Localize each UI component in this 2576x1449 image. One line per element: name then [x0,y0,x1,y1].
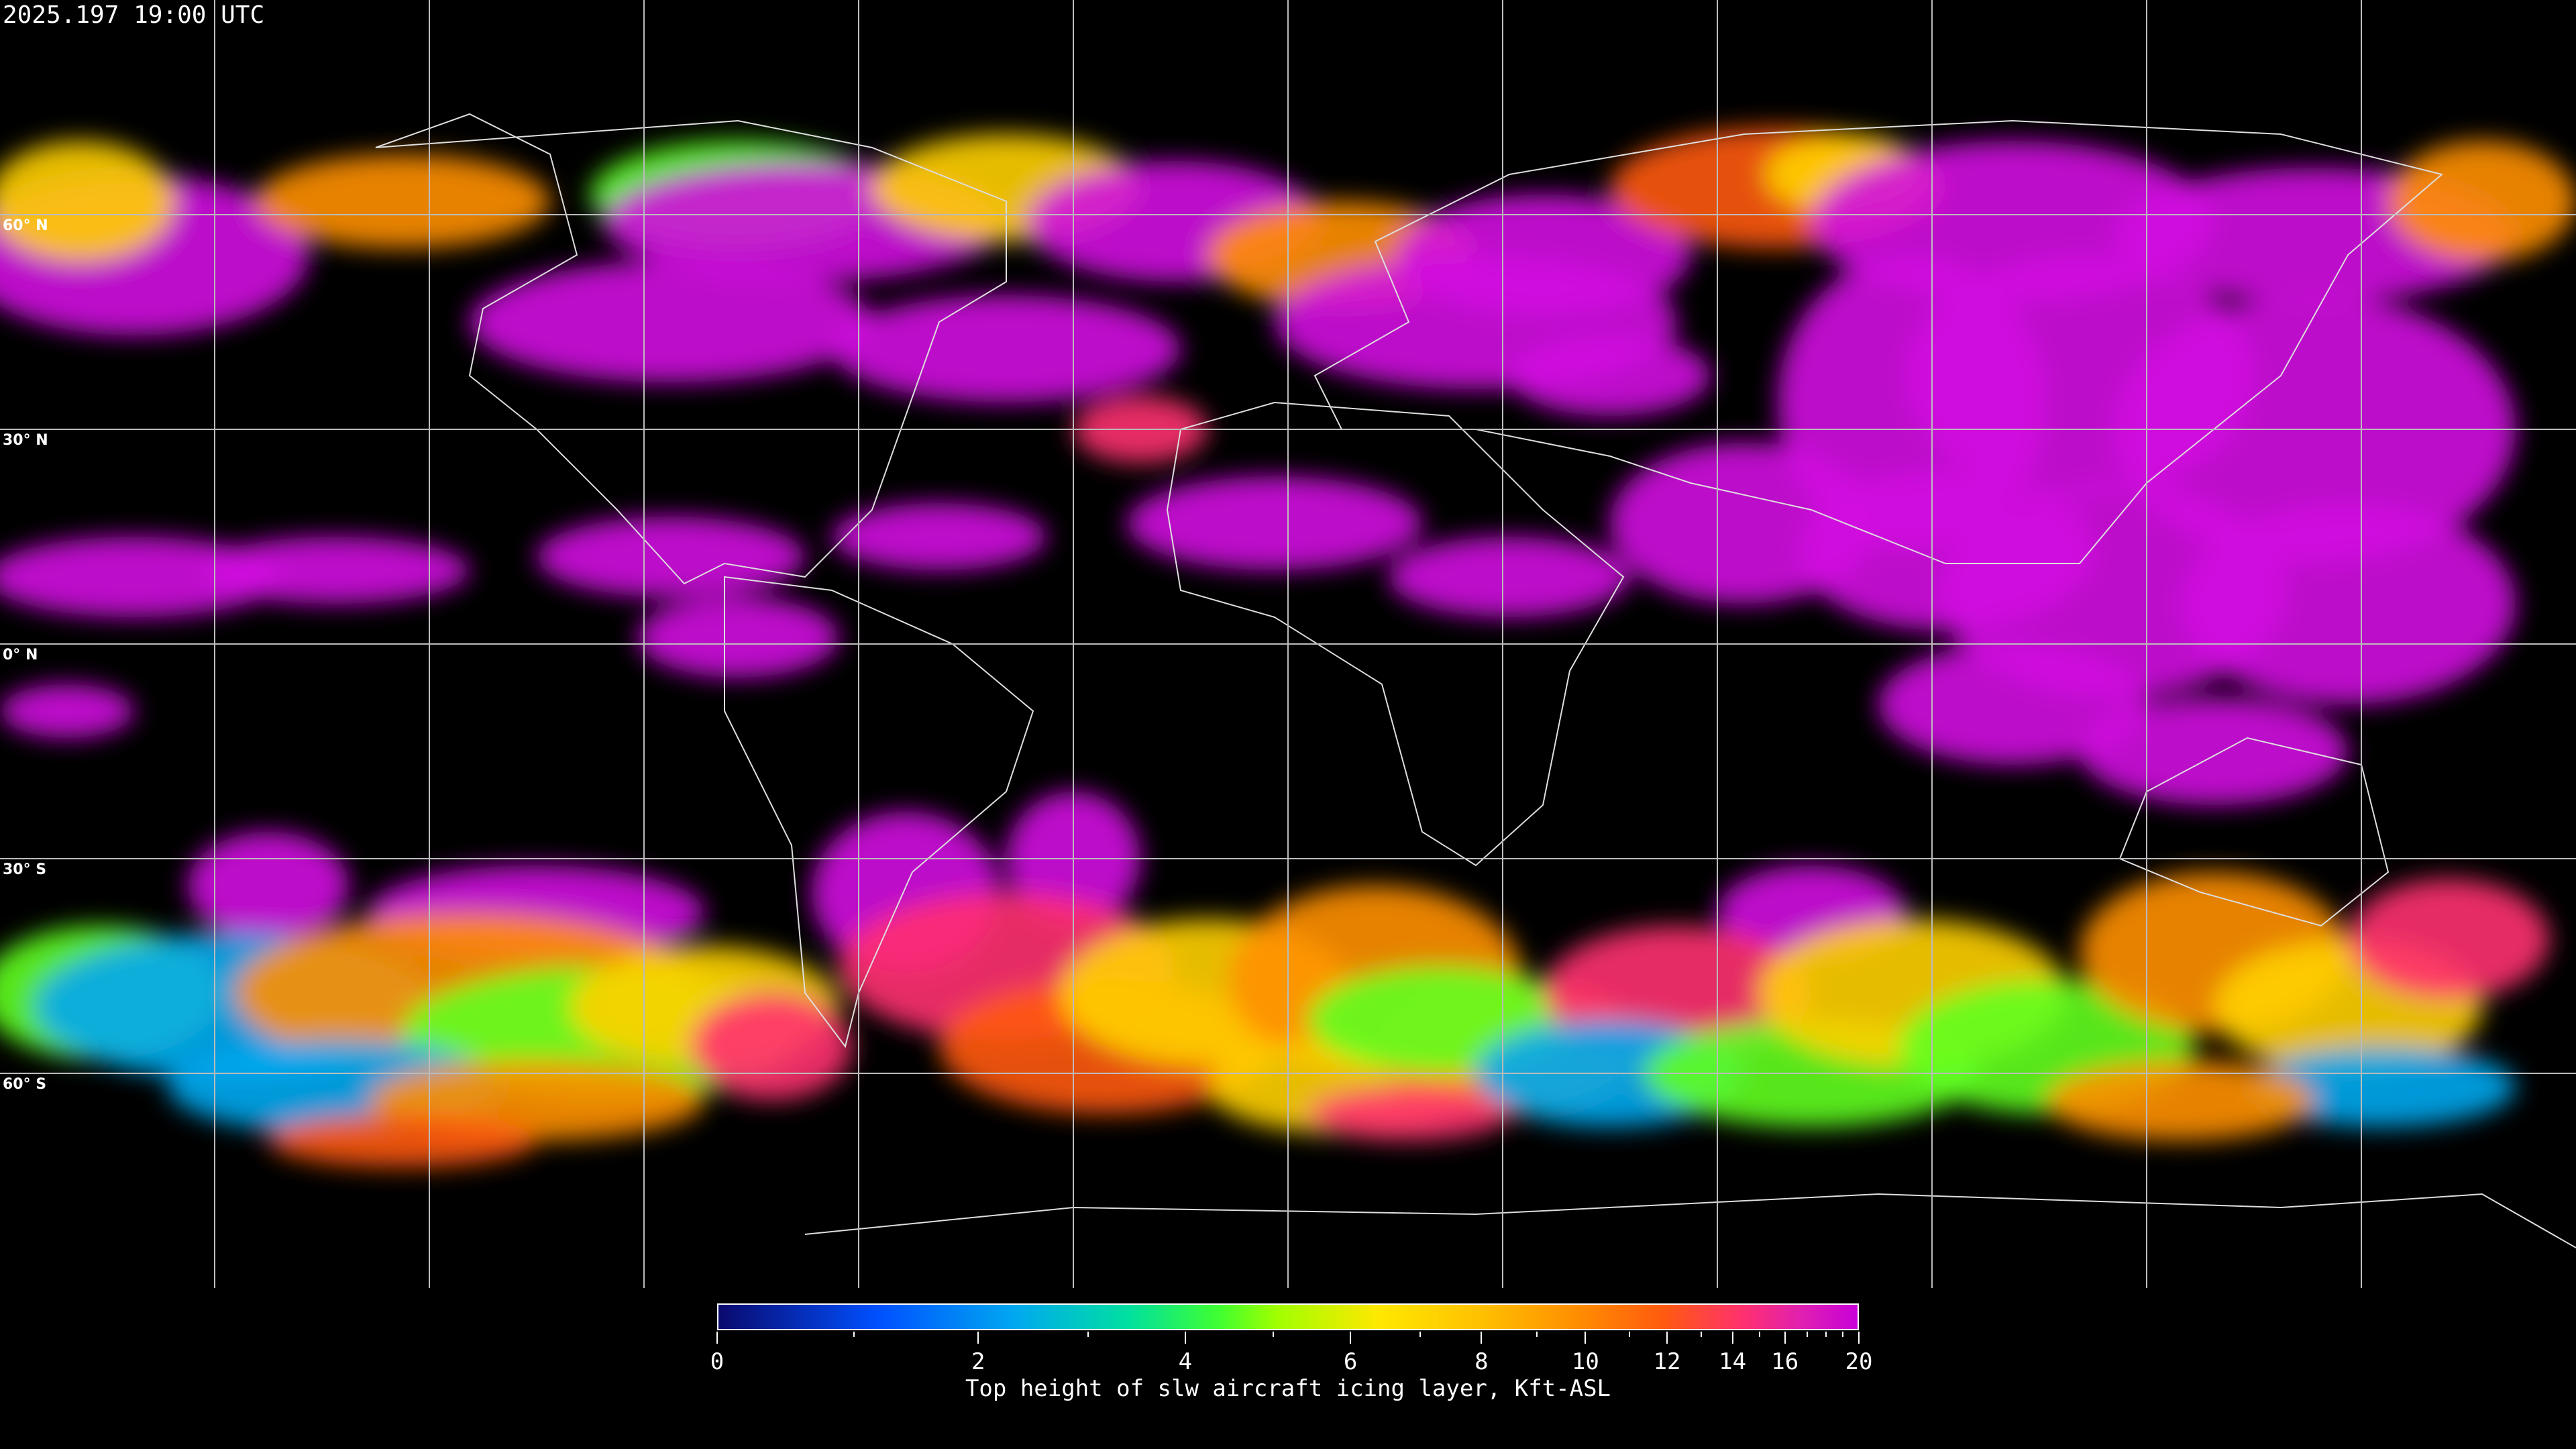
lat-label-60n: 60° N [3,217,48,234]
colorbar-minor-tick [1842,1332,1844,1337]
icing-region [0,684,134,738]
colorbar-minor-tick [1758,1332,1760,1337]
colorbar-minor-tick [1272,1332,1274,1337]
icing-region [2080,698,2348,805]
icing-map [0,0,2576,1288]
icing-region [201,537,470,604]
icing-region [0,537,282,617]
colorbar-major-tick [1350,1332,1352,1344]
icing-region [2046,1060,2314,1140]
coastline [724,576,1034,1049]
icing-region [2180,503,2516,704]
lat-label-60s: 60° S [3,1076,47,1093]
icing-region [1308,1087,1509,1140]
lat-label-30s: 30° S [3,861,47,878]
colorbar-tick-label: 0 [710,1348,724,1375]
icing-region [637,597,839,678]
colorbar-axis: 0 2 4 6 8 10 12 14 16 20 [710,1332,1872,1385]
coastline [375,113,1007,585]
icing-region [832,295,1181,402]
coastline [804,1193,2576,1248]
icing-region [2348,879,2549,1000]
colorbar-tick-label: 12 [1653,1348,1681,1375]
timestamp: 2025.197 19:00 UTC [3,1,265,29]
colorbar-minor-tick [853,1332,855,1337]
colorbar-major-tick [1858,1332,1860,1344]
icing-region [2247,1046,2516,1127]
icing-data-layer [0,127,2576,1167]
colorbar-minor-tick [1628,1332,1630,1337]
colorbar-tick-label: 6 [1343,1348,1358,1375]
colorbar-minor-tick [1807,1332,1809,1337]
icing-region [255,154,550,248]
colorbar-minor-tick [1419,1332,1421,1337]
icing-region [2388,141,2576,262]
icing-region [1509,335,1711,416]
colorbar-tick-label: 10 [1571,1348,1599,1375]
icing-region [470,262,872,382]
coastline [2118,737,2390,927]
coastline [1166,401,1625,867]
lat-label-30n: 30° N [3,432,48,449]
colorbar-tick-label: 16 [1771,1348,1799,1375]
colorbar-minor-tick [1536,1332,1538,1337]
icing-region [0,141,174,262]
colorbar-major-tick [1481,1332,1483,1344]
icing-region [691,993,852,1100]
icing-region [188,832,349,939]
colorbar-minor-tick [1825,1332,1827,1337]
colorbar-tick-label: 20 [1845,1348,1873,1375]
lat-label-0n: 0° N [3,647,38,663]
colorbar-tick-label: 8 [1474,1348,1489,1375]
colorbar-major-tick [977,1332,979,1344]
icing-region [268,1114,537,1167]
coastline [1313,119,2444,564]
colorbar-minor-tick [1701,1332,1703,1337]
icing-region [1389,537,1630,617]
colorbar-major-tick [716,1332,718,1344]
icing-region [1878,644,2147,765]
colorbar [717,1303,1859,1330]
graticule [0,0,2576,1288]
colorbar-major-tick [1784,1332,1786,1344]
icing-region [537,517,805,597]
colorbar-title: Top height of slw aircraft icing layer, … [965,1375,1611,1402]
icing-region [1127,476,1422,570]
icing-region [832,503,1046,570]
colorbar-major-tick [1184,1332,1186,1344]
colorbar-major-tick [1731,1332,1733,1344]
colorbar-major-tick [1666,1332,1668,1344]
colorbar-major-tick [1585,1332,1587,1344]
colorbar-tick-label: 14 [1719,1348,1747,1375]
colorbar-minor-tick [1087,1332,1089,1337]
colorbar-tick-label: 2 [971,1348,985,1375]
colorbar-tick-label: 4 [1178,1348,1193,1375]
